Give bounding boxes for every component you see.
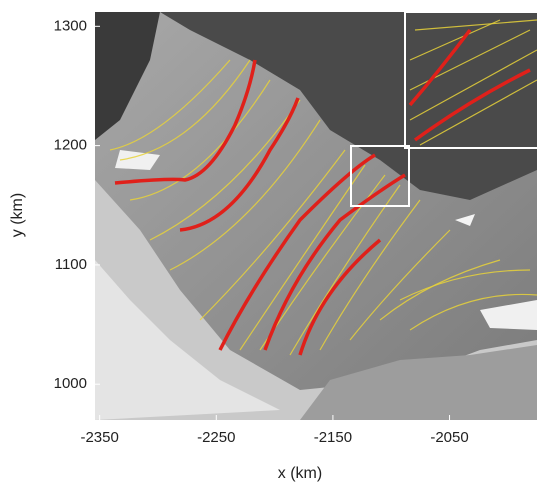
x-tick-label: -2150 bbox=[314, 429, 352, 446]
y-tick-label: 1000 bbox=[54, 375, 87, 392]
y-tick-label: 1200 bbox=[54, 137, 87, 154]
satellite-image bbox=[95, 12, 537, 420]
figure: x (km) y (km) -2350 -2250 -2150 -2050 1000 11… bbox=[0, 0, 537, 486]
y-tick-label: 1100 bbox=[55, 256, 87, 273]
x-tick-label: -2250 bbox=[197, 429, 235, 446]
x-tick-label: -2050 bbox=[430, 429, 468, 446]
x-tick-label: -2350 bbox=[80, 429, 118, 446]
y-tick-label: 1300 bbox=[54, 17, 87, 34]
x-axis-label: x (km) bbox=[278, 465, 322, 482]
y-axis-label: y (km) bbox=[9, 193, 26, 237]
